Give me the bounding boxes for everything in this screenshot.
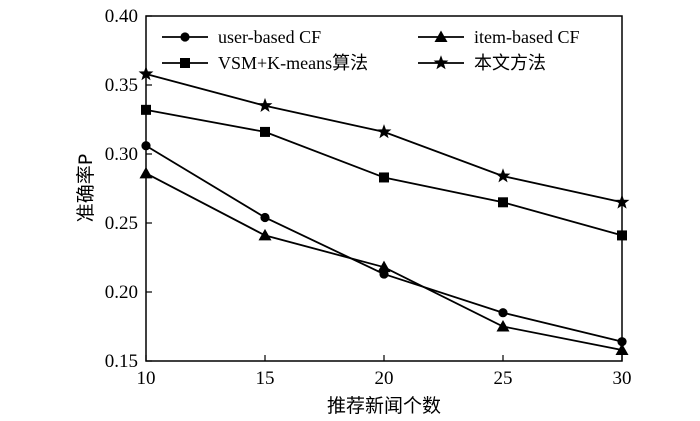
data-point-star	[614, 194, 630, 209]
legend-label: user-based CF	[218, 27, 321, 47]
data-point-circle	[498, 308, 508, 318]
data-point-square	[379, 172, 389, 183]
legend-label: 本文方法	[474, 53, 546, 73]
data-point-circle	[141, 141, 151, 151]
data-point-triangle	[615, 343, 629, 355]
data-point-star	[138, 66, 154, 81]
y-tick-label: 0.20	[105, 282, 138, 303]
series-lines	[138, 66, 630, 355]
data-point-triangle	[258, 228, 272, 241]
x-tick-label: 20	[375, 368, 394, 389]
y-tick-label: 0.30	[105, 144, 138, 165]
data-point-square	[498, 197, 508, 208]
legend-marker-square	[180, 58, 190, 68]
y-axis-label: 准确率P	[75, 154, 97, 222]
x-tick-label: 25	[494, 368, 513, 389]
data-point-square	[260, 126, 270, 137]
legend-entry: 本文方法	[418, 53, 546, 73]
legend-label: item-based CF	[474, 27, 580, 47]
x-axis-label: 推荐新闻个数	[327, 395, 441, 417]
data-point-square	[141, 104, 151, 115]
legend-entry: item-based CF	[418, 27, 580, 47]
data-point-square	[617, 230, 627, 241]
data-point-star	[495, 168, 511, 183]
legend-entry: VSM+K-means算法	[162, 53, 368, 73]
legend-entry: user-based CF	[162, 27, 321, 47]
series-circle	[141, 141, 627, 347]
series-line	[145, 73, 623, 204]
series-triangle	[139, 166, 629, 355]
legend-marker-star	[433, 55, 449, 70]
y-tick-label: 0.35	[105, 75, 138, 96]
axis-ticks: 10 15 20 25 30 0.15 0.20 0.25 0.30 0.35 0.40	[105, 6, 632, 389]
data-point-triangle	[377, 260, 391, 273]
data-point-triangle	[496, 320, 510, 332]
y-tick-label: 0.40	[105, 6, 138, 27]
legend-label: VSM+K-means算法	[218, 53, 368, 73]
y-tick-label: 0.15	[105, 351, 138, 372]
y-tick-label: 0.25	[105, 213, 138, 234]
legend-marker-circle	[180, 32, 190, 42]
data-point-circle	[260, 212, 270, 223]
x-tick-label: 10	[137, 368, 156, 389]
legend: user-based CF item-based CF VSM+K-means算法 本…	[162, 27, 580, 73]
data-point-triangle	[139, 166, 153, 179]
data-point-circle	[617, 337, 627, 347]
series-square	[141, 104, 627, 241]
data-point-star	[257, 97, 273, 113]
series-star	[138, 66, 630, 209]
legend-marker-triangle	[434, 30, 448, 42]
x-tick-label: 30	[613, 368, 632, 389]
data-point-star	[376, 124, 392, 139]
x-tick-label: 15	[256, 368, 275, 389]
